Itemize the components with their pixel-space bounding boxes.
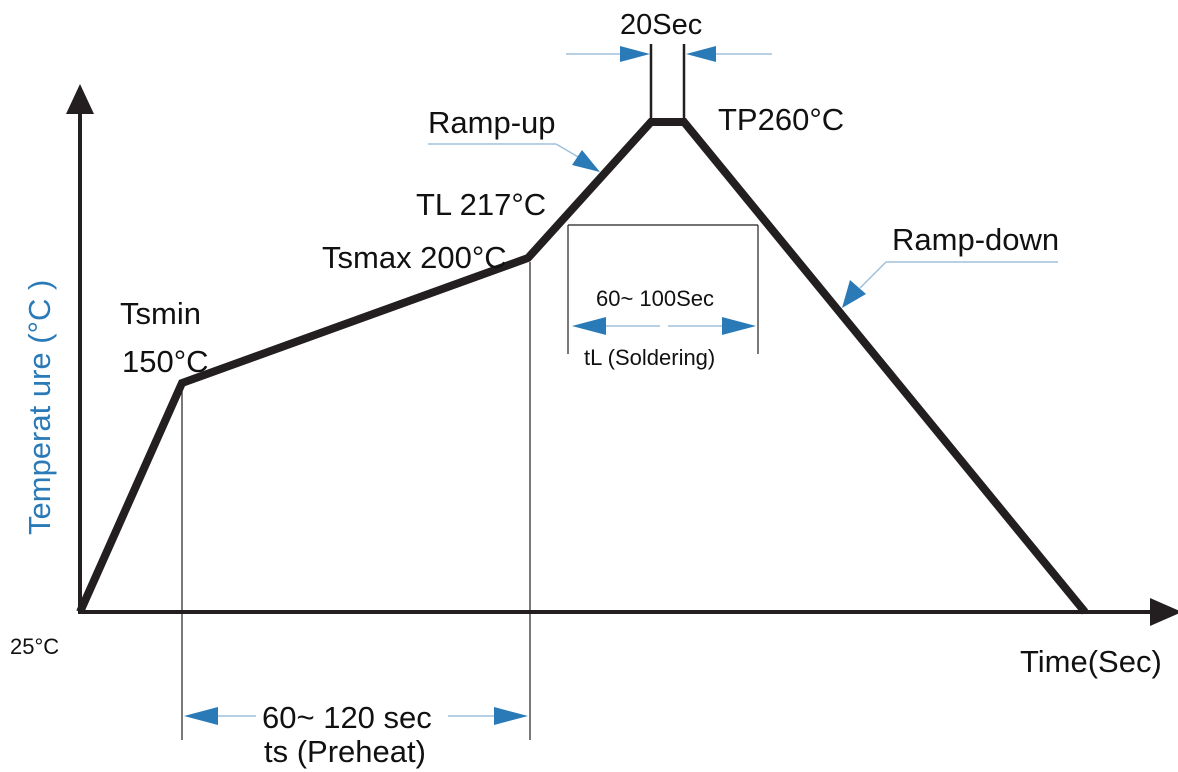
x-axis-arrowhead (1150, 598, 1178, 626)
peak-left-arrowhead (620, 46, 650, 62)
liquidus-time-label: 60~ 100Sec (596, 286, 714, 311)
preheat-left-arrowhead (184, 707, 218, 725)
tsmin-label: Tsmin (120, 296, 201, 331)
ramp-down-pointer-arrowhead (842, 280, 866, 308)
peak-right-arrowhead (686, 46, 716, 62)
tl-label: TL 217°C (416, 187, 546, 222)
guide-lines (181, 44, 759, 740)
peak-temp-label: TP260°C (718, 102, 844, 137)
y-axis-arrowhead (66, 84, 94, 114)
peak-dwell-label: 20Sec (620, 9, 702, 41)
ramp-down-label: Ramp-down (892, 222, 1059, 257)
ramp-down-pointer-shaft (859, 261, 887, 289)
origin-temp-label: 25°C (10, 634, 59, 659)
y-axis-label: Temperat ure (°C ) (22, 280, 57, 535)
axes (66, 84, 1178, 626)
ramp-up-pointer-arrowhead (572, 150, 600, 172)
preheat-time-label: 60~ 120 sec (262, 700, 432, 735)
ramp-up-pointer-shaft (555, 143, 581, 159)
x-axis-label: Time(Sec) (1020, 644, 1162, 679)
preheat-name-label: ts (Preheat) (264, 734, 426, 769)
tsmin-temp-label: 150°C (122, 344, 209, 379)
ramp-up-label: Ramp-up (428, 105, 556, 140)
liquidus-left-arrowhead (572, 317, 606, 335)
preheat-right-arrowhead (494, 707, 528, 725)
temperature-profile-curve (76, 118, 1089, 615)
blue-arrows (184, 46, 1058, 725)
liquidus-right-arrowhead (722, 317, 756, 335)
tsmax-label: Tsmax 200°C (322, 240, 507, 275)
liquidus-name-label: tL (Soldering) (584, 345, 715, 370)
